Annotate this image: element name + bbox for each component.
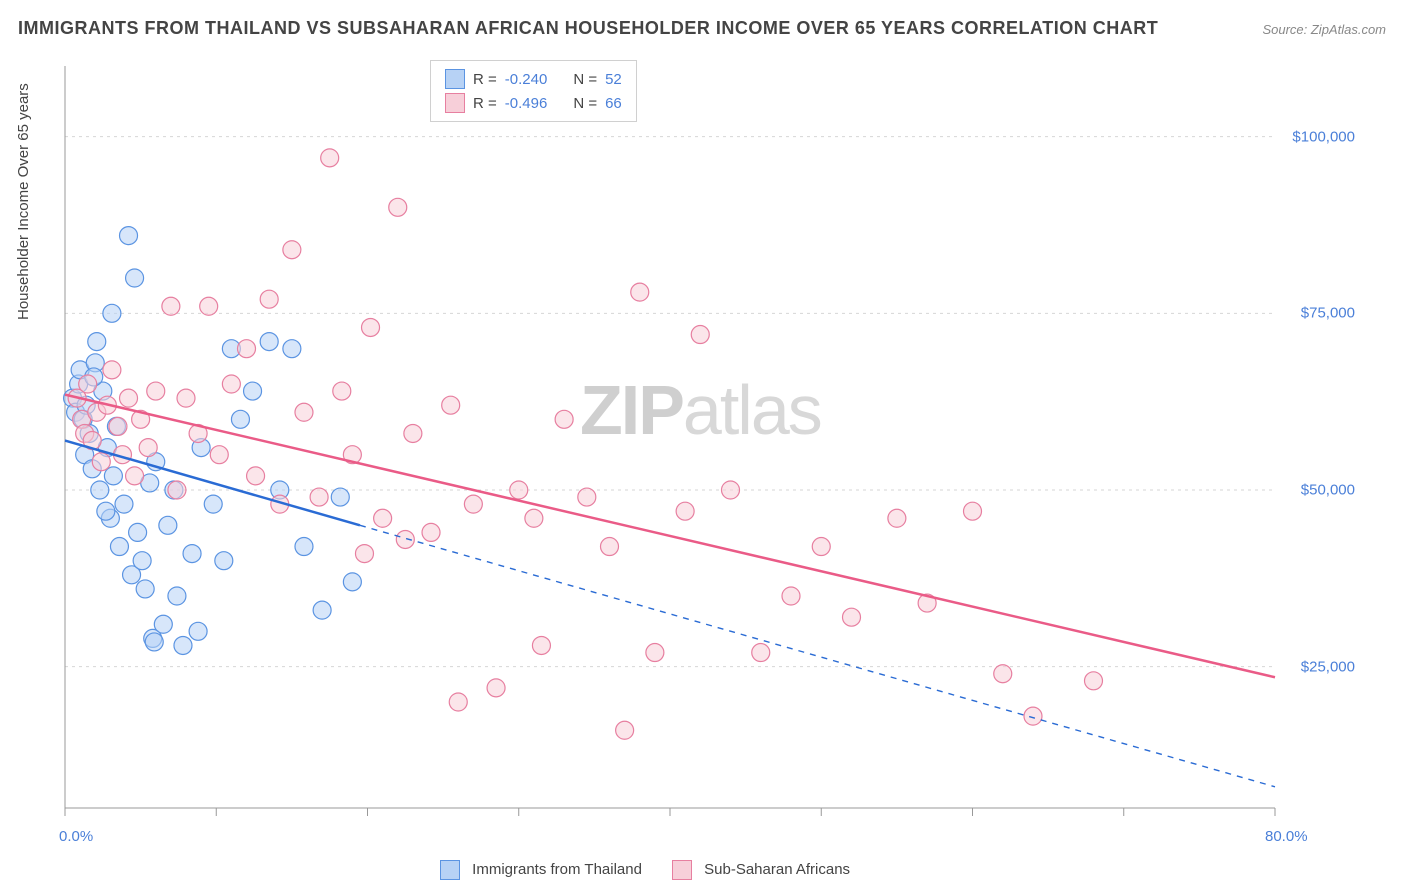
y-tick-label: $25,000 — [1301, 658, 1355, 675]
chart-title: IMMIGRANTS FROM THAILAND VS SUBSAHARAN A… — [18, 18, 1158, 39]
y-tick-label: $100,000 — [1292, 128, 1355, 145]
correlation-row-1: R = -0.240 N = 52 — [445, 67, 622, 91]
y-tick-label: $50,000 — [1301, 482, 1355, 499]
scatter-plot-svg — [55, 58, 1365, 848]
chart-area — [55, 58, 1365, 848]
x-tick-label: 0.0% — [59, 828, 93, 845]
series-legend: Immigrants from Thailand Sub-Saharan Afr… — [440, 860, 850, 880]
x-tick-label: 80.0% — [1265, 828, 1308, 845]
source-citation: Source: ZipAtlas.com — [1262, 22, 1386, 37]
y-axis-label: Householder Income Over 65 years — [15, 83, 32, 320]
legend-item-2: Sub-Saharan Africans — [672, 860, 850, 880]
swatch-pink — [672, 860, 692, 880]
legend-item-1: Immigrants from Thailand — [440, 860, 642, 880]
y-tick-label: $75,000 — [1301, 305, 1355, 322]
correlation-legend: R = -0.240 N = 52 R = -0.496 N = 66 — [430, 60, 637, 122]
correlation-row-2: R = -0.496 N = 66 — [445, 91, 622, 115]
swatch-pink — [445, 93, 465, 113]
swatch-blue — [440, 860, 460, 880]
swatch-blue — [445, 69, 465, 89]
